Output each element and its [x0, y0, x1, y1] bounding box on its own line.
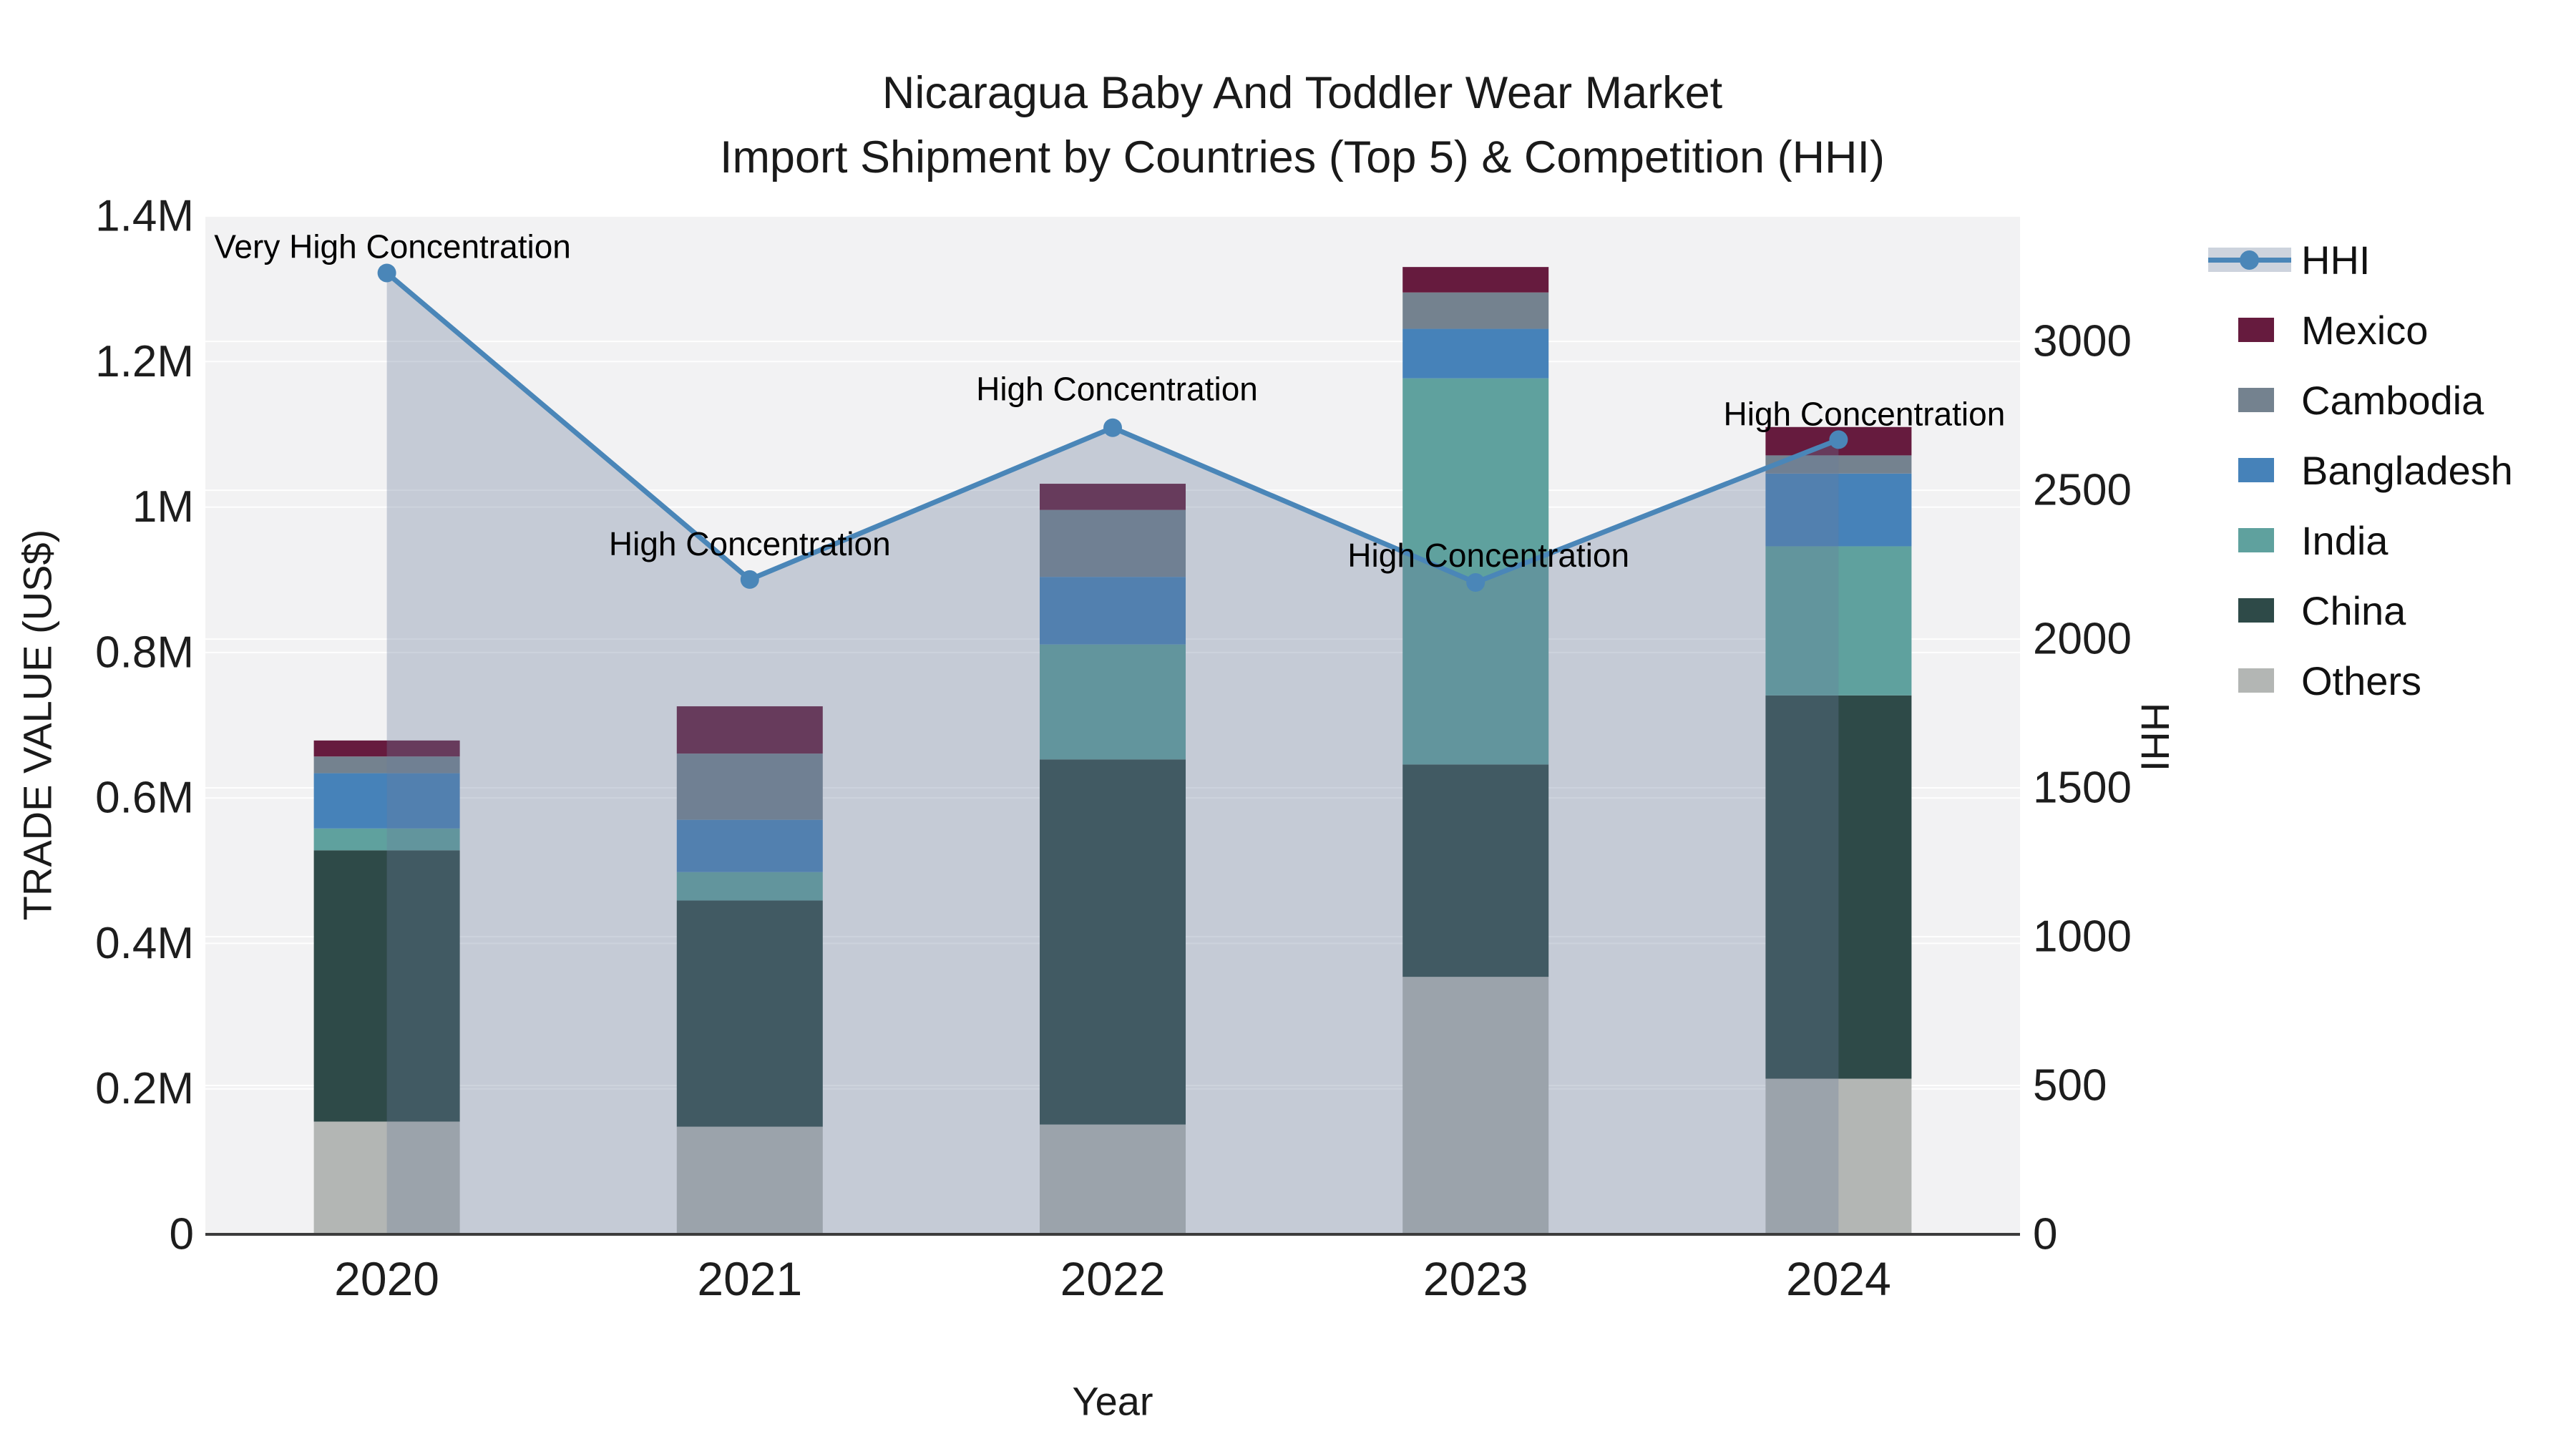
- bar-segment-china-2023: [1402, 764, 1549, 977]
- legend-swatch-icon: [2238, 668, 2274, 693]
- x-tick-label-2020: 2020: [334, 1252, 439, 1305]
- bar-segment-others-2023: [1402, 977, 1549, 1234]
- legend-item-bangladesh: Bangladesh: [2238, 435, 2513, 505]
- bar-segment-others-2020: [313, 1121, 460, 1234]
- legend-swatch-icon: [2238, 598, 2274, 623]
- hhi-area-fill: [386, 273, 1839, 1235]
- x-tick-label-2024: 2024: [1786, 1252, 1891, 1305]
- chart-title-line-1: Nicaragua Baby And Toddler Wear Market: [882, 68, 1723, 118]
- bar-segment-others-2021: [676, 1126, 823, 1234]
- bar-segment-china-2022: [1040, 759, 1186, 1125]
- legend-swatch-icon: [2238, 528, 2274, 552]
- legend-label: Mexico: [2301, 307, 2429, 353]
- hhi-marker-2021: [740, 570, 759, 589]
- bar-segment-others-2024: [1765, 1078, 1912, 1234]
- y-left-tick-label: 0.6M: [95, 774, 194, 823]
- y-right-tick-label: 2500: [2033, 466, 2132, 515]
- y-left-tick-label: 1M: [132, 482, 194, 532]
- bar-segment-cambodia-2020: [313, 756, 460, 774]
- legend-label: Bangladesh: [2301, 447, 2513, 493]
- bar-segment-india-2022: [1040, 644, 1186, 760]
- x-tick-label-2021: 2021: [697, 1252, 802, 1305]
- bar-segment-bangladesh-2023: [1402, 328, 1549, 379]
- annotation-2022: High Concentration: [976, 371, 1258, 408]
- x-tick-label-2022: 2022: [1060, 1252, 1166, 1305]
- annotation-2020: Very High Concentration: [214, 228, 571, 265]
- hhi-marker-2023: [1466, 573, 1485, 592]
- bar-segment-mexico-2020: [313, 740, 460, 757]
- bar-segment-mexico-2022: [1040, 484, 1186, 510]
- bar-segment-bangladesh-2020: [313, 773, 460, 829]
- bar-segment-india-2021: [676, 872, 823, 901]
- legend-item-others: Others: [2238, 645, 2513, 716]
- hhi-marker-2022: [1103, 418, 1122, 437]
- chart-legend: HHI Mexico Cambodia Bangladesh India China Oth…: [2208, 225, 2513, 716]
- annotation-2024: High Concentration: [1724, 395, 2006, 432]
- y-right-tick-label: 1500: [2033, 763, 2132, 813]
- legend-swatch-icon: [2238, 318, 2274, 342]
- legend-item-india: India: [2238, 505, 2513, 575]
- bar-segment-china-2020: [313, 850, 460, 1122]
- y-left-tick-label: 0.4M: [95, 919, 194, 968]
- y-axis-left-title: TRADE VALUE (US$): [14, 529, 60, 921]
- legend-item-hhi: HHI: [2208, 225, 2513, 295]
- bar-segment-others-2022: [1040, 1124, 1186, 1234]
- annotation-2023: High Concentration: [1347, 537, 1629, 574]
- chart-title-line-2: Import Shipment by Countries (Top 5) & C…: [719, 132, 1885, 182]
- legend-item-mexico: Mexico: [2238, 295, 2513, 365]
- y-left-tick-label: 1.2M: [95, 337, 194, 386]
- y-right-tick-label: 0: [2033, 1210, 2057, 1259]
- bar-segment-bangladesh-2024: [1765, 473, 1912, 547]
- legend-label: India: [2301, 517, 2389, 563]
- bar-segment-cambodia-2021: [676, 753, 823, 820]
- annotation-2021: High Concentration: [609, 525, 891, 562]
- bar-segment-india-2020: [313, 828, 460, 851]
- x-tick-label-2023: 2023: [1423, 1252, 1528, 1305]
- bar-segment-china-2021: [676, 900, 823, 1127]
- y-left-tick-label: 0.8M: [95, 628, 194, 677]
- bar-segment-bangladesh-2022: [1040, 577, 1186, 645]
- legend-label: Others: [2301, 658, 2422, 703]
- bar-segment-mexico-2023: [1402, 267, 1549, 293]
- legend-label: China: [2301, 587, 2406, 633]
- bar-segment-cambodia-2023: [1402, 292, 1549, 329]
- y-right-tick-label: 3000: [2033, 317, 2132, 366]
- y-left-tick-label: 0: [170, 1210, 194, 1259]
- hhi-marker-2020: [377, 263, 396, 283]
- y-left-tick-label: 0.2M: [95, 1064, 194, 1113]
- bar-segment-cambodia-2022: [1040, 509, 1186, 577]
- bar-segment-china-2024: [1765, 695, 1912, 1079]
- legend-swatch-icon: [2238, 388, 2274, 412]
- y-axis-right-title: HHI: [2132, 702, 2178, 772]
- y-right-tick-label: 1000: [2033, 912, 2132, 962]
- legend-swatch-icon: [2238, 458, 2274, 482]
- legend-label: Cambodia: [2301, 377, 2484, 423]
- y-right-tick-label: 500: [2033, 1061, 2107, 1111]
- legend-label: HHI: [2301, 237, 2371, 283]
- bar-segment-bangladesh-2021: [676, 819, 823, 872]
- bar-segment-mexico-2021: [676, 706, 823, 754]
- y-left-tick-label: 1.4M: [95, 192, 194, 241]
- hhi-marker-2024: [1829, 430, 1848, 449]
- hhi-line-swatch-icon: [2208, 248, 2291, 272]
- bar-segment-india-2023: [1402, 378, 1549, 765]
- legend-item-cambodia: Cambodia: [2238, 365, 2513, 435]
- x-axis-title: Year: [1072, 1378, 1153, 1424]
- legend-item-china: China: [2238, 575, 2513, 645]
- bar-segment-india-2024: [1765, 546, 1912, 696]
- y-right-tick-label: 2000: [2033, 615, 2132, 664]
